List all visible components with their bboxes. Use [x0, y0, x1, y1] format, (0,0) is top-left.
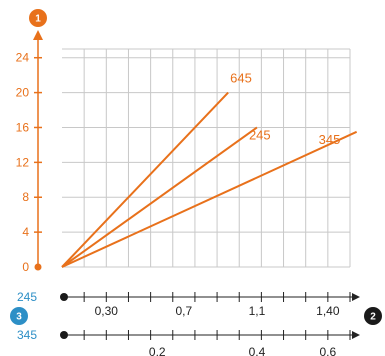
badge-2-circle	[364, 307, 382, 325]
y-tick-label: 12	[16, 155, 30, 169]
scale-345-name: 345	[17, 328, 37, 342]
series-lines	[61, 91, 358, 268]
y-axis-ticks: 0 4 8 12 16 20 24	[16, 51, 42, 274]
badge-2-label: 2	[370, 312, 376, 323]
scale-345-start-dot	[60, 331, 68, 339]
badge-1-label: 1	[35, 14, 41, 25]
scale-245-tick-label: 1,40	[316, 304, 340, 318]
y-tick-label: 16	[16, 120, 30, 134]
scale-345-tick-label: 0,2	[149, 345, 166, 356]
y-axis-arrow-icon	[33, 30, 43, 40]
badge-3-circle	[10, 307, 28, 325]
series-labels: 645 245 345	[230, 71, 340, 147]
grid	[62, 48, 351, 268]
scale-345: 345 0,2 0,4 0,6	[17, 328, 360, 356]
y-tick-label: 8	[22, 190, 29, 204]
scale-245: 245 0,30 0,7 1,1 1,40	[17, 290, 360, 318]
badge-1-circle	[29, 9, 47, 27]
scale-345-tick-label: 0,4	[249, 345, 266, 356]
y-tick-label: 24	[16, 51, 30, 65]
y-tick-label: 0	[22, 260, 29, 274]
series-line-245	[61, 126, 258, 268]
origin-dot	[34, 263, 42, 271]
scale-345-tick-label: 0,6	[320, 345, 337, 356]
axes	[33, 30, 43, 271]
scale-345-arrow-icon	[352, 331, 360, 339]
series-label-345: 345	[319, 132, 341, 147]
series-label-245: 245	[249, 127, 271, 142]
scale-245-tick-label: 1,1	[249, 304, 266, 318]
scale-245-tick-label: 0,30	[95, 304, 119, 318]
y-tick-label: 4	[22, 225, 29, 239]
badge-3: 3	[10, 307, 28, 325]
scale-245-tick-label: 0,7	[176, 304, 193, 318]
badge-1: 1	[29, 9, 47, 27]
badge-2: 2	[364, 307, 382, 325]
scale-245-arrow-icon	[352, 293, 360, 301]
badge-3-label: 3	[16, 312, 22, 323]
scale-245-start-dot	[60, 293, 68, 301]
scale-245-name: 245	[17, 290, 37, 304]
y-tick-label: 20	[16, 86, 30, 100]
series-label-645: 645	[230, 71, 252, 86]
series-line-345	[61, 130, 358, 268]
series-line-645	[61, 91, 229, 268]
